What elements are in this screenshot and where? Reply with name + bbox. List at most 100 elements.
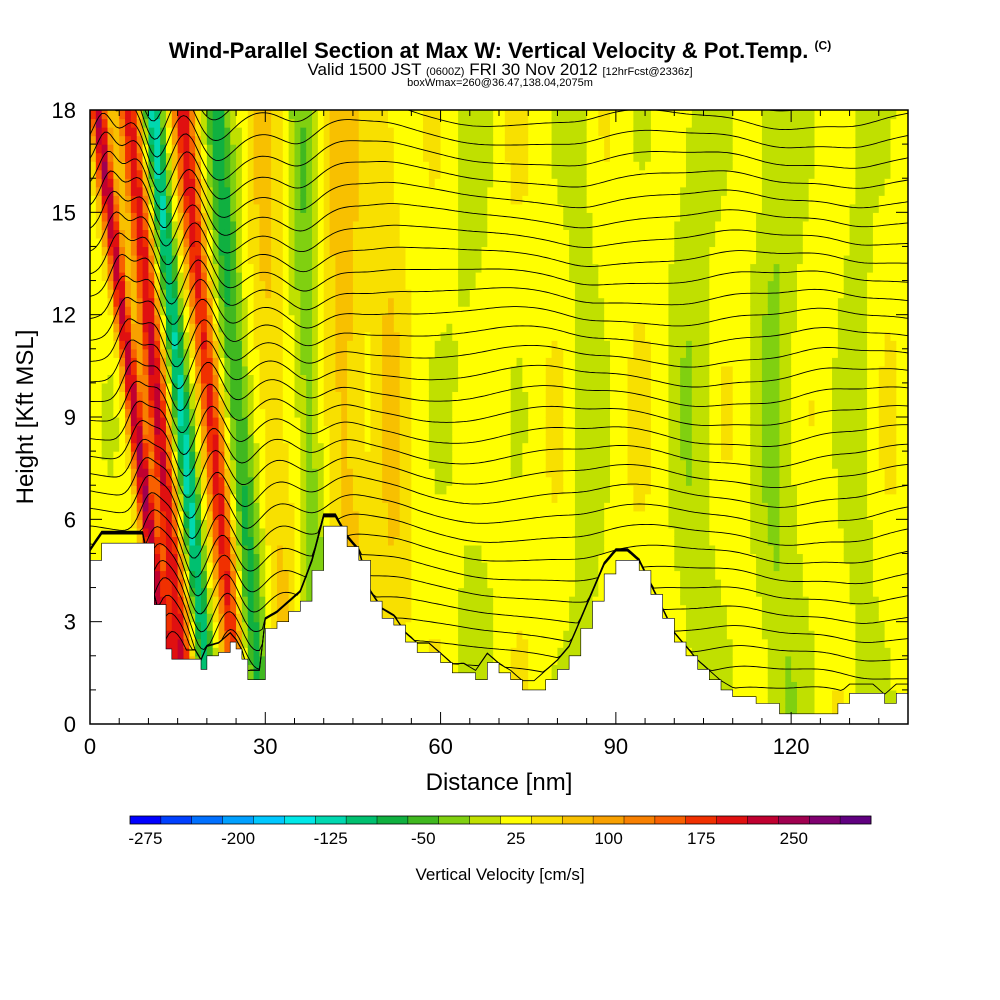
velocity-cell bbox=[201, 536, 208, 546]
velocity-cell bbox=[113, 442, 120, 452]
velocity-cell bbox=[294, 485, 301, 495]
velocity-cell bbox=[201, 604, 208, 614]
velocity-cell bbox=[452, 638, 459, 648]
velocity-cell bbox=[335, 357, 342, 367]
velocity-cell bbox=[171, 289, 179, 299]
velocity-cell bbox=[113, 536, 120, 546]
velocity-cell bbox=[95, 382, 103, 393]
velocity-cell bbox=[306, 570, 313, 580]
velocity-cell bbox=[130, 391, 138, 401]
velocity-cell bbox=[177, 630, 185, 640]
velocity-cell bbox=[195, 306, 202, 316]
velocity-cell bbox=[107, 323, 114, 333]
velocity-cell bbox=[119, 212, 126, 222]
velocity-cell bbox=[90, 374, 97, 384]
velocity-cell bbox=[458, 374, 465, 384]
velocity-cell bbox=[446, 417, 453, 427]
velocity-cell bbox=[469, 272, 477, 282]
velocity-cell bbox=[136, 263, 144, 273]
velocity-cell bbox=[136, 280, 144, 290]
velocity-cell bbox=[335, 391, 342, 401]
velocity-cell bbox=[294, 169, 301, 179]
velocity-cell bbox=[481, 374, 488, 384]
velocity-cell bbox=[201, 638, 208, 648]
velocity-cell bbox=[154, 502, 161, 512]
velocity-cell bbox=[376, 493, 383, 503]
velocity-cell bbox=[294, 186, 301, 196]
velocity-cell bbox=[382, 178, 389, 188]
velocity-cell bbox=[323, 451, 331, 461]
velocity-cell bbox=[201, 519, 208, 529]
velocity-cell bbox=[165, 314, 173, 324]
velocity-cell bbox=[312, 442, 319, 452]
velocity-cell bbox=[440, 382, 448, 393]
velocity-cell bbox=[428, 297, 436, 307]
velocity-cell bbox=[148, 493, 155, 503]
velocity-cell bbox=[317, 254, 325, 265]
velocity-cell bbox=[195, 613, 202, 623]
velocity-cell bbox=[376, 536, 383, 546]
velocity-cell bbox=[440, 587, 448, 597]
velocity-cell bbox=[218, 144, 225, 154]
velocity-cell bbox=[469, 178, 477, 188]
velocity-cell bbox=[154, 365, 161, 375]
velocity-cell bbox=[201, 459, 208, 469]
velocity-cell bbox=[440, 152, 448, 162]
velocity-cell bbox=[230, 161, 237, 171]
velocity-cell bbox=[236, 169, 243, 179]
velocity-cell bbox=[382, 169, 389, 179]
velocity-cell bbox=[160, 152, 167, 162]
velocity-cell bbox=[119, 493, 126, 503]
velocity-cell bbox=[440, 502, 448, 512]
velocity-cell bbox=[323, 186, 331, 196]
velocity-cell bbox=[195, 630, 202, 640]
velocity-cell bbox=[183, 340, 190, 350]
velocity-cell bbox=[452, 297, 459, 307]
velocity-cell bbox=[160, 195, 167, 205]
velocity-cell bbox=[230, 587, 237, 597]
velocity-cell bbox=[142, 357, 150, 367]
velocity-cell bbox=[446, 220, 453, 230]
velocity-cell bbox=[130, 340, 138, 350]
velocity-cell bbox=[475, 442, 483, 452]
velocity-cell bbox=[382, 246, 389, 256]
velocity-cell bbox=[113, 323, 120, 333]
velocity-cell bbox=[224, 596, 231, 606]
velocity-cell bbox=[177, 408, 185, 418]
velocity-cell bbox=[113, 152, 120, 162]
velocity-cell bbox=[230, 408, 237, 418]
velocity-cell bbox=[276, 212, 284, 222]
velocity-cell bbox=[171, 519, 179, 529]
velocity-cell bbox=[294, 323, 301, 333]
velocity-cell bbox=[411, 382, 418, 393]
velocity-cell bbox=[230, 237, 237, 248]
velocity-cell bbox=[487, 630, 494, 640]
velocity-cell bbox=[224, 604, 231, 614]
velocity-cell bbox=[481, 527, 488, 537]
velocity-cell bbox=[201, 323, 208, 333]
velocity-cell bbox=[300, 289, 307, 299]
velocity-cell bbox=[259, 152, 266, 162]
velocity-cell bbox=[481, 476, 488, 486]
velocity-cell bbox=[405, 195, 412, 205]
velocity-cell bbox=[119, 417, 126, 427]
velocity-cell bbox=[107, 408, 114, 418]
velocity-cell bbox=[358, 365, 366, 375]
velocity-cell bbox=[247, 502, 255, 512]
velocity-cell bbox=[306, 263, 313, 273]
velocity-cell bbox=[475, 135, 483, 145]
velocity-cell bbox=[417, 519, 424, 529]
velocity-cell bbox=[177, 638, 185, 648]
velocity-cell bbox=[177, 272, 185, 282]
velocity-cell bbox=[171, 434, 179, 444]
velocity-cell bbox=[224, 553, 231, 563]
velocity-cell bbox=[95, 220, 103, 230]
velocity-cell bbox=[241, 195, 249, 205]
velocity-cell bbox=[95, 289, 103, 299]
velocity-cell bbox=[253, 510, 261, 520]
velocity-cell bbox=[487, 647, 494, 657]
velocity-cell bbox=[458, 152, 465, 162]
velocity-cell bbox=[125, 246, 132, 256]
velocity-cell bbox=[247, 630, 255, 640]
velocity-cell bbox=[247, 237, 255, 248]
